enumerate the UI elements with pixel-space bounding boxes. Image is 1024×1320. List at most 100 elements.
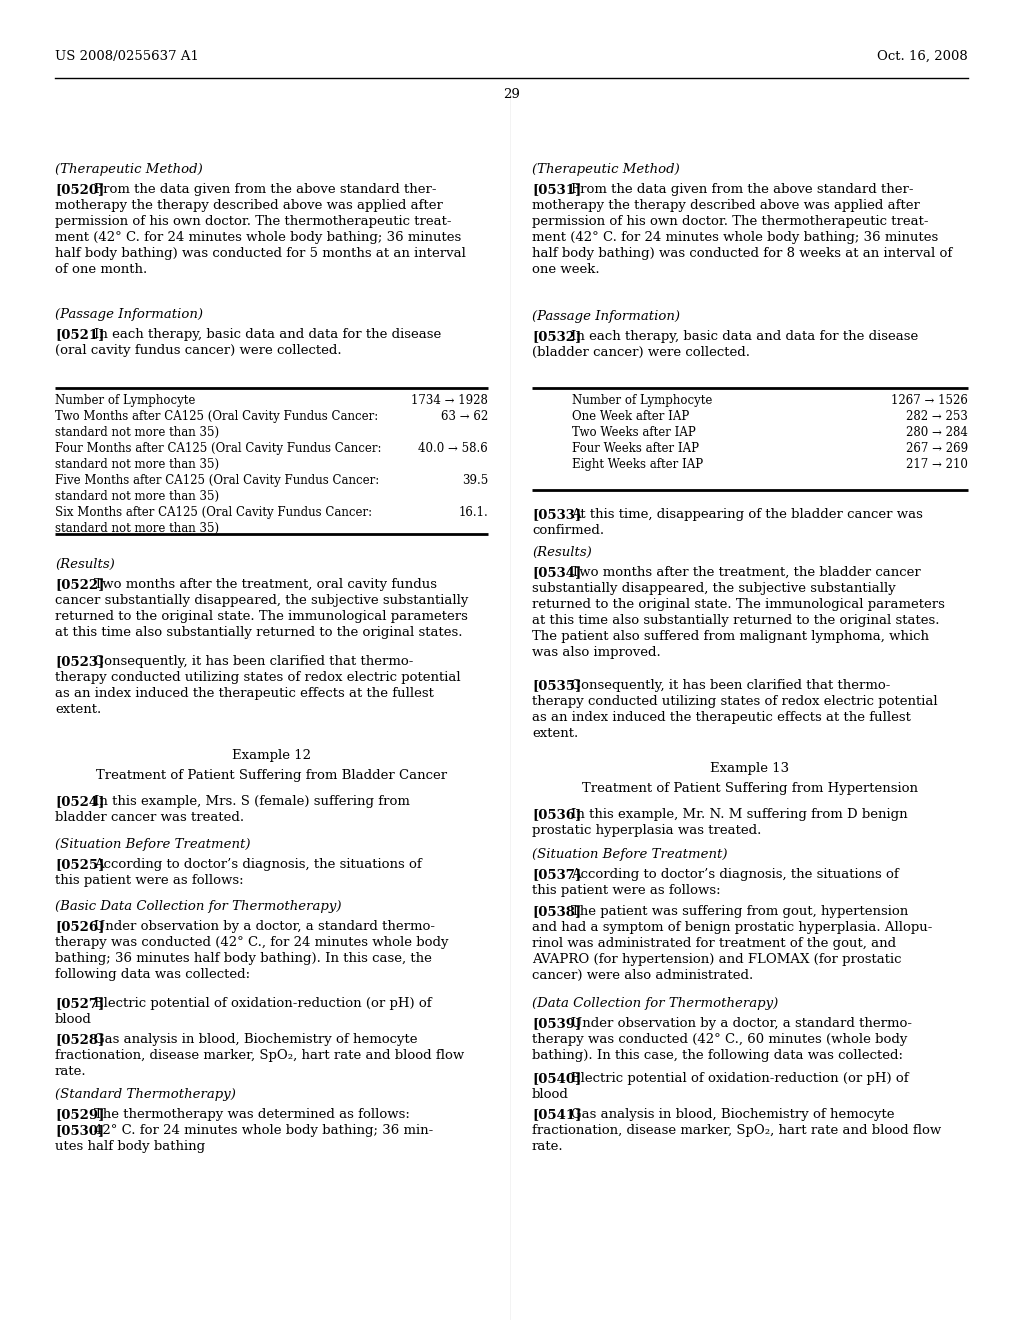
- Text: In this example, Mrs. S (female) suffering from: In this example, Mrs. S (female) sufferi…: [94, 795, 411, 808]
- Text: Under observation by a doctor, a standard thermo-: Under observation by a doctor, a standar…: [94, 920, 435, 933]
- Text: Treatment of Patient Suffering from Hypertension: Treatment of Patient Suffering from Hype…: [582, 781, 918, 795]
- Text: standard not more than 35): standard not more than 35): [55, 426, 219, 440]
- Text: standard not more than 35): standard not more than 35): [55, 458, 219, 471]
- Text: substantially disappeared, the subjective substantially: substantially disappeared, the subjectiv…: [532, 582, 896, 595]
- Text: (Situation Before Treatment): (Situation Before Treatment): [55, 838, 251, 851]
- Text: extent.: extent.: [532, 727, 579, 741]
- Text: [0537]: [0537]: [532, 869, 582, 880]
- Text: [0531]: [0531]: [532, 183, 582, 195]
- Text: cancer) were also administrated.: cancer) were also administrated.: [532, 969, 754, 982]
- Text: (Therapeutic Method): (Therapeutic Method): [55, 162, 203, 176]
- Text: (Results): (Results): [532, 546, 592, 558]
- Text: [0527]: [0527]: [55, 997, 104, 1010]
- Text: [0533]: [0533]: [532, 508, 582, 521]
- Text: From the data given from the above standard ther-: From the data given from the above stand…: [571, 183, 913, 195]
- Text: therapy conducted utilizing states of redox electric potential: therapy conducted utilizing states of re…: [532, 696, 938, 708]
- Text: From the data given from the above standard ther-: From the data given from the above stand…: [94, 183, 437, 195]
- Text: half body bathing) was conducted for 5 months at an interval: half body bathing) was conducted for 5 m…: [55, 247, 466, 260]
- Text: In each therapy, basic data and data for the disease: In each therapy, basic data and data for…: [571, 330, 919, 343]
- Text: (Therapeutic Method): (Therapeutic Method): [532, 162, 680, 176]
- Text: [0538]: [0538]: [532, 906, 582, 917]
- Text: [0536]: [0536]: [532, 808, 582, 821]
- Text: Treatment of Patient Suffering from Bladder Cancer: Treatment of Patient Suffering from Blad…: [96, 770, 447, 781]
- Text: According to doctor’s diagnosis, the situations of: According to doctor’s diagnosis, the sit…: [571, 869, 899, 880]
- Text: bathing; 36 minutes half body bathing). In this case, the: bathing; 36 minutes half body bathing). …: [55, 952, 432, 965]
- Text: bathing). In this case, the following data was collected:: bathing). In this case, the following da…: [532, 1049, 903, 1063]
- Text: 282 → 253: 282 → 253: [906, 411, 968, 422]
- Text: (Standard Thermotherapy): (Standard Thermotherapy): [55, 1088, 236, 1101]
- Text: this patient were as follows:: this patient were as follows:: [55, 874, 244, 887]
- Text: Oct. 16, 2008: Oct. 16, 2008: [878, 50, 968, 63]
- Text: 217 → 210: 217 → 210: [906, 458, 968, 471]
- Text: In this example, Mr. N. M suffering from D benign: In this example, Mr. N. M suffering from…: [571, 808, 908, 821]
- Text: The patient was suffering from gout, hypertension: The patient was suffering from gout, hyp…: [571, 906, 908, 917]
- Text: 63 → 62: 63 → 62: [440, 411, 488, 422]
- Text: Under observation by a doctor, a standard thermo-: Under observation by a doctor, a standar…: [571, 1016, 912, 1030]
- Text: Electric potential of oxidation-reduction (or pH) of: Electric potential of oxidation-reductio…: [94, 997, 432, 1010]
- Text: At this time, disappearing of the bladder cancer was: At this time, disappearing of the bladde…: [571, 508, 924, 521]
- Text: cancer substantially disappeared, the subjective substantially: cancer substantially disappeared, the su…: [55, 594, 468, 607]
- Text: ment (42° C. for 24 minutes whole body bathing; 36 minutes: ment (42° C. for 24 minutes whole body b…: [532, 231, 938, 244]
- Text: (oral cavity fundus cancer) were collected.: (oral cavity fundus cancer) were collect…: [55, 345, 342, 356]
- Text: utes half body bathing: utes half body bathing: [55, 1140, 205, 1152]
- Text: standard not more than 35): standard not more than 35): [55, 521, 219, 535]
- Text: Four Weeks after IAP: Four Weeks after IAP: [572, 442, 699, 455]
- Text: (Passage Information): (Passage Information): [532, 310, 680, 323]
- Text: prostatic hyperplasia was treated.: prostatic hyperplasia was treated.: [532, 824, 762, 837]
- Text: [0539]: [0539]: [532, 1016, 582, 1030]
- Text: [0534]: [0534]: [532, 566, 582, 579]
- Text: According to doctor’s diagnosis, the situations of: According to doctor’s diagnosis, the sit…: [94, 858, 422, 871]
- Text: at this time also substantially returned to the original states.: at this time also substantially returned…: [55, 626, 463, 639]
- Text: One Week after IAP: One Week after IAP: [572, 411, 689, 422]
- Text: and had a symptom of benign prostatic hyperplasia. Allopu-: and had a symptom of benign prostatic hy…: [532, 921, 933, 935]
- Text: 39.5: 39.5: [462, 474, 488, 487]
- Text: [0523]: [0523]: [55, 655, 104, 668]
- Text: Six Months after CA125 (Oral Cavity Fundus Cancer:: Six Months after CA125 (Oral Cavity Fund…: [55, 506, 372, 519]
- Text: blood: blood: [532, 1088, 569, 1101]
- Text: permission of his own doctor. The thermotherapeutic treat-: permission of his own doctor. The thermo…: [55, 215, 452, 228]
- Text: [0526]: [0526]: [55, 920, 104, 933]
- Text: US 2008/0255637 A1: US 2008/0255637 A1: [55, 50, 199, 63]
- Text: returned to the original state. The immunological parameters: returned to the original state. The immu…: [55, 610, 468, 623]
- Text: (Passage Information): (Passage Information): [55, 308, 203, 321]
- Text: [0535]: [0535]: [532, 678, 582, 692]
- Text: fractionation, disease marker, SpO₂, hart rate and blood flow: fractionation, disease marker, SpO₂, har…: [55, 1049, 464, 1063]
- Text: following data was collected:: following data was collected:: [55, 968, 250, 981]
- Text: 1734 → 1928: 1734 → 1928: [411, 393, 488, 407]
- Text: returned to the original state. The immunological parameters: returned to the original state. The immu…: [532, 598, 945, 611]
- Text: Two Weeks after IAP: Two Weeks after IAP: [572, 426, 695, 440]
- Text: AVAPRO (for hypertension) and FLOMAX (for prostatic: AVAPRO (for hypertension) and FLOMAX (fo…: [532, 953, 901, 966]
- Text: The thermotherapy was determined as follows:: The thermotherapy was determined as foll…: [94, 1107, 411, 1121]
- Text: [0530]: [0530]: [55, 1125, 104, 1137]
- Text: ment (42° C. for 24 minutes whole body bathing; 36 minutes: ment (42° C. for 24 minutes whole body b…: [55, 231, 461, 244]
- Text: Example 12: Example 12: [232, 748, 311, 762]
- Text: 29: 29: [504, 88, 520, 102]
- Text: fractionation, disease marker, SpO₂, hart rate and blood flow: fractionation, disease marker, SpO₂, har…: [532, 1125, 941, 1137]
- Text: [0524]: [0524]: [55, 795, 104, 808]
- Text: [0521]: [0521]: [55, 327, 104, 341]
- Text: (Data Collection for Thermotherapy): (Data Collection for Thermotherapy): [532, 997, 778, 1010]
- Text: confirmed.: confirmed.: [532, 524, 604, 537]
- Text: [0532]: [0532]: [532, 330, 582, 343]
- Text: at this time also substantially returned to the original states.: at this time also substantially returned…: [532, 614, 939, 627]
- Text: Example 13: Example 13: [711, 762, 790, 775]
- Text: rinol was administrated for treatment of the gout, and: rinol was administrated for treatment of…: [532, 937, 896, 950]
- Text: this patient were as follows:: this patient were as follows:: [532, 884, 721, 898]
- Text: [0540]: [0540]: [532, 1072, 582, 1085]
- Text: Gas analysis in blood, Biochemistry of hemocyte: Gas analysis in blood, Biochemistry of h…: [94, 1034, 418, 1045]
- Text: In each therapy, basic data and data for the disease: In each therapy, basic data and data for…: [94, 327, 441, 341]
- Text: half body bathing) was conducted for 8 weeks at an interval of: half body bathing) was conducted for 8 w…: [532, 247, 952, 260]
- Text: Five Months after CA125 (Oral Cavity Fundus Cancer:: Five Months after CA125 (Oral Cavity Fun…: [55, 474, 379, 487]
- Text: therapy was conducted (42° C., 60 minutes (whole body: therapy was conducted (42° C., 60 minute…: [532, 1034, 907, 1045]
- Text: The patient also suffered from malignant lymphoma, which: The patient also suffered from malignant…: [532, 630, 929, 643]
- Text: 280 → 284: 280 → 284: [906, 426, 968, 440]
- Text: was also improved.: was also improved.: [532, 645, 660, 659]
- Text: [0520]: [0520]: [55, 183, 104, 195]
- Text: (Results): (Results): [55, 558, 115, 572]
- Text: motherapy the therapy described above was applied after: motherapy the therapy described above wa…: [55, 199, 442, 213]
- Text: Electric potential of oxidation-reduction (or pH) of: Electric potential of oxidation-reductio…: [571, 1072, 909, 1085]
- Text: motherapy the therapy described above was applied after: motherapy the therapy described above wa…: [532, 199, 920, 213]
- Text: as an index induced the therapeutic effects at the fullest: as an index induced the therapeutic effe…: [532, 711, 911, 723]
- Text: 40.0 → 58.6: 40.0 → 58.6: [418, 442, 488, 455]
- Text: permission of his own doctor. The thermotherapeutic treat-: permission of his own doctor. The thermo…: [532, 215, 929, 228]
